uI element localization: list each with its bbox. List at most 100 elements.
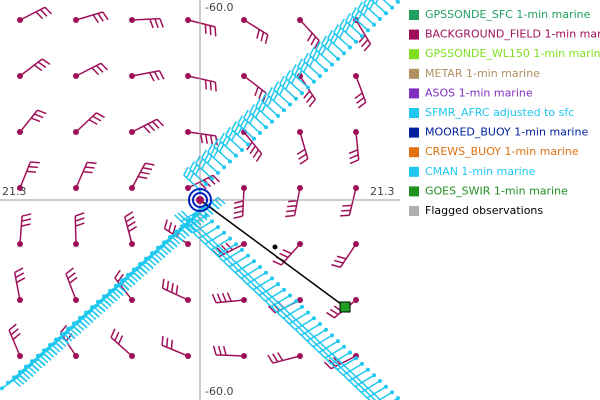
barb-feather — [252, 288, 260, 296]
barb-dot — [282, 108, 286, 113]
barb-feather — [40, 355, 49, 364]
barb-feather — [297, 326, 306, 334]
barb-feather — [243, 274, 252, 283]
barb-feather — [189, 223, 198, 232]
barb-feather — [254, 109, 261, 119]
barb-feather — [363, 0, 367, 5]
barb-feather — [201, 149, 207, 159]
barb-feather — [127, 278, 136, 286]
barb-feather — [309, 337, 318, 346]
barb-feather — [145, 162, 155, 166]
barb-feather — [21, 213, 32, 217]
barb-feather — [37, 109, 47, 115]
legend-swatch — [409, 108, 419, 118]
barb-feather — [303, 331, 312, 340]
barb-dot — [384, 11, 388, 16]
barb-feather — [186, 225, 194, 234]
barb-dot — [276, 113, 280, 118]
barb-dot — [360, 361, 364, 366]
barb-dot — [185, 73, 191, 79]
barb-feather — [187, 224, 196, 232]
barb-feather — [115, 288, 124, 297]
barb-feather — [345, 371, 354, 380]
legend-swatch — [409, 88, 419, 99]
barb-feather — [76, 323, 85, 331]
barb-feather — [206, 154, 213, 164]
barb-dot — [288, 102, 292, 107]
barb-feather — [136, 269, 145, 277]
barb-feather — [198, 181, 207, 190]
barb-feather — [139, 267, 148, 275]
barb-feather — [153, 71, 160, 81]
barb-feather — [357, 1, 363, 11]
barb-feather — [372, 392, 381, 400]
barb-feather — [46, 350, 55, 358]
barb-dot — [73, 73, 79, 79]
barb-feather — [324, 356, 332, 365]
barb-feather — [151, 121, 160, 129]
barb-feather — [339, 18, 345, 28]
barb-feather — [226, 292, 232, 302]
legend-swatch — [409, 29, 419, 40]
barb-feather — [65, 267, 74, 275]
barb-feather — [55, 342, 64, 351]
barb-feather — [278, 86, 285, 96]
barb-feather — [213, 246, 222, 255]
barb-feather — [41, 58, 51, 66]
barb-dot — [17, 129, 23, 135]
legend-swatch — [409, 186, 419, 197]
axis-label: 21.3 — [2, 185, 27, 198]
barb-feather — [114, 331, 120, 342]
barb-feather — [34, 361, 43, 369]
barb-feather — [252, 278, 261, 287]
barb-feather — [288, 322, 296, 331]
legend-swatch — [409, 68, 419, 79]
barb-feather — [336, 368, 344, 376]
barb-feather — [303, 90, 311, 99]
barb-feather — [255, 98, 261, 108]
barb-dot — [17, 353, 23, 359]
barb-feather — [216, 293, 222, 303]
barb-feather — [276, 83, 282, 93]
barb-feather — [354, 385, 362, 393]
barb-feather — [264, 95, 270, 105]
barb-feather — [258, 89, 263, 100]
barb-feather — [13, 379, 22, 387]
barb-dot — [360, 34, 364, 39]
barb-feather — [323, 361, 332, 370]
barb-feather — [336, 358, 345, 366]
barb-feather — [333, 24, 339, 34]
legend-swatch — [409, 166, 419, 177]
barb-feather — [87, 161, 97, 165]
barb-feather — [192, 231, 200, 239]
barb-feather — [209, 80, 212, 91]
barb-feather — [288, 72, 294, 82]
barb-dot — [241, 185, 247, 191]
barb-feather — [231, 121, 237, 130]
barb-feather — [75, 212, 85, 217]
barb-feather — [321, 348, 330, 357]
barb-feather — [49, 348, 58, 356]
barb-dot — [222, 165, 226, 170]
barb-dot — [342, 51, 346, 56]
barb-feather — [10, 328, 19, 336]
barb-feather — [341, 209, 351, 212]
barb-feather — [194, 166, 201, 176]
legend-swatch — [409, 127, 419, 138]
barb-feather — [272, 353, 279, 363]
barb-feather — [255, 286, 264, 294]
barb-feather — [294, 66, 300, 76]
barb-feather — [124, 280, 133, 288]
barb-dot — [354, 356, 358, 361]
barb-feather — [354, 375, 363, 384]
barb-feather — [175, 285, 179, 295]
barb-feather — [172, 224, 177, 235]
barb-feather — [59, 324, 68, 334]
barb-feather — [246, 141, 253, 151]
barb-feather — [255, 153, 263, 162]
barb-feather — [266, 97, 273, 107]
barb-feather — [183, 166, 189, 176]
legend: GPSSONDE_SFC 1-min marine BACKGROUND_FIEL… — [409, 8, 600, 217]
barb-feather — [219, 252, 228, 260]
barb-feather — [294, 318, 303, 327]
